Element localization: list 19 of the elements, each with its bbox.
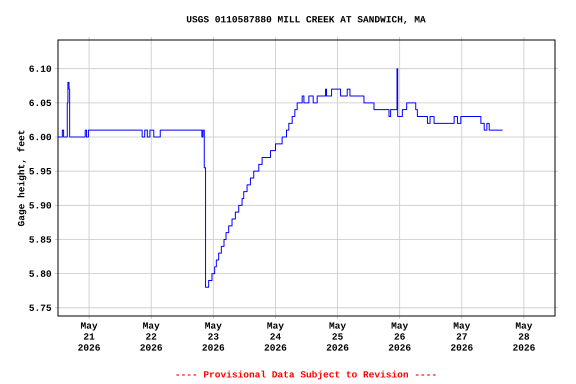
- y-tick-label: 5.90: [29, 202, 52, 209]
- x-tick-label: May 22 2026: [140, 322, 162, 351]
- x-tick-label: May 23 2026: [202, 322, 224, 351]
- x-tick-label: May 21 2026: [78, 322, 100, 351]
- x-tick-label: May 28 2026: [513, 322, 535, 351]
- y-tick-label: 6.00: [29, 134, 52, 140]
- chart-title: USGS 0110587880 MILL CREEK AT SANDWICH, MA: [186, 16, 426, 24]
- y-tick-label: 5.80: [29, 270, 52, 277]
- x-tick-label: May 24 2026: [264, 322, 286, 351]
- x-tick-label: May 25 2026: [326, 322, 348, 351]
- y-axis-title: Gage height, feet: [17, 130, 26, 226]
- x-tick-label: May 26 2026: [388, 322, 411, 351]
- x-tick-label: May 27 2026: [450, 322, 473, 351]
- y-tick-label: 5.85: [29, 236, 52, 243]
- y-tick-label: 5.95: [29, 168, 52, 174]
- y-tick-label: 6.05: [29, 100, 52, 106]
- text: ---- Provisional Data Subject to Revision ----: [176, 370, 436, 380]
- y-tick-label: 6.10: [29, 65, 52, 72]
- y-tick-label: 5.75: [29, 304, 52, 311]
